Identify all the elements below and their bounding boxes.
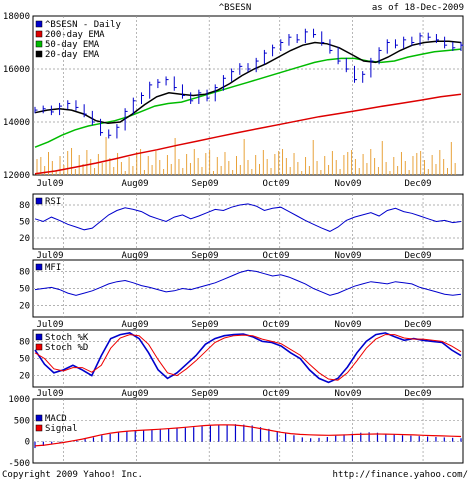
panel-frame (32, 259, 464, 318)
legend-label: 50-day EMA (45, 40, 100, 50)
x-tick-label: Sep09 (191, 179, 218, 189)
y-tick-label: 80 (19, 337, 30, 347)
series-line-0 (34, 269, 462, 296)
x-tick-label: Dec09 (404, 320, 431, 330)
chart-symbol: ^BSESN (219, 3, 252, 13)
y-tick-label: 50 (19, 218, 30, 228)
y-tick-label: 0 (25, 438, 30, 448)
y-tick-label: 20 (19, 234, 30, 244)
legend-swatch (35, 424, 43, 432)
y-tick-label: 14000 (3, 118, 30, 128)
legend-label: MFI (45, 263, 61, 273)
x-tick-label: Sep09 (191, 389, 218, 399)
x-tick-label: Nov09 (334, 179, 361, 189)
legend-label: 20-day EMA (45, 50, 100, 60)
signal-line (34, 424, 462, 447)
x-tick-label: Aug09 (121, 179, 148, 189)
x-tick-label: Jul09 (36, 179, 63, 189)
legend-label: RSI (45, 197, 61, 207)
x-tick-label: Oct09 (262, 251, 289, 261)
legend-label: Stoch %D (45, 343, 88, 353)
x-tick-label: Sep09 (191, 320, 218, 330)
source-url: http://finance.yahoo.com/ (333, 470, 468, 480)
legend-swatch (35, 414, 43, 422)
x-tick-label: Nov09 (334, 251, 361, 261)
series-line-1 (34, 334, 462, 381)
y-tick-label: 16000 (3, 65, 30, 75)
x-tick-label: Nov09 (334, 320, 361, 330)
y-tick-label: 80 (19, 201, 30, 211)
legend-swatch (35, 40, 43, 48)
legend-swatch (35, 20, 43, 28)
as-of-date: as of 18-Dec-2009 (372, 3, 464, 13)
series-line-0 (34, 203, 462, 232)
copyright-text: Copyright 2009 Yahoo! Inc. (2, 470, 143, 480)
x-tick-label: Jul09 (36, 251, 63, 261)
legend-swatch (35, 343, 43, 351)
y-tick-label: 500 (14, 416, 30, 426)
x-tick-label: Dec09 (404, 389, 431, 399)
x-tick-label: Jul09 (36, 320, 63, 330)
legend-label: ^BSESN - Daily (45, 20, 121, 30)
y-tick-label: 50 (19, 285, 30, 295)
x-tick-label: Dec09 (404, 251, 431, 261)
panel-frame (32, 15, 464, 176)
y-tick-label: 20 (19, 372, 30, 382)
legend-label: Stoch %K (45, 333, 89, 343)
legend-swatch (35, 197, 43, 205)
series-line-1 (34, 93, 462, 175)
y-tick-label: 20 (19, 302, 30, 312)
legend-swatch (35, 333, 43, 341)
legend-swatch (35, 263, 43, 271)
legend-swatch (35, 30, 43, 38)
legend-label: MACD (45, 414, 67, 424)
x-tick-label: Aug09 (121, 389, 148, 399)
legend-label: Signal (45, 424, 78, 434)
x-tick-label: Nov09 (334, 389, 361, 399)
y-tick-label: 18000 (3, 12, 30, 22)
x-tick-label: Oct09 (262, 179, 289, 189)
x-tick-label: Sep09 (191, 251, 218, 261)
legend-swatch (35, 50, 43, 58)
series-line-3 (34, 40, 462, 125)
x-tick-label: Oct09 (262, 389, 289, 399)
x-tick-label: Aug09 (121, 320, 148, 330)
y-tick-label: -500 (8, 459, 30, 469)
panel-frame (32, 398, 464, 464)
x-tick-label: Jul09 (36, 389, 63, 399)
y-tick-label: 12000 (3, 171, 30, 181)
y-tick-label: 50 (19, 355, 30, 365)
x-tick-label: Dec09 (404, 179, 431, 189)
x-tick-label: Oct09 (262, 320, 289, 330)
y-tick-label: 1000 (8, 395, 30, 405)
legend-label: 200-day EMA (45, 30, 105, 40)
y-tick-label: 80 (19, 267, 30, 277)
x-tick-label: Aug09 (121, 251, 148, 261)
